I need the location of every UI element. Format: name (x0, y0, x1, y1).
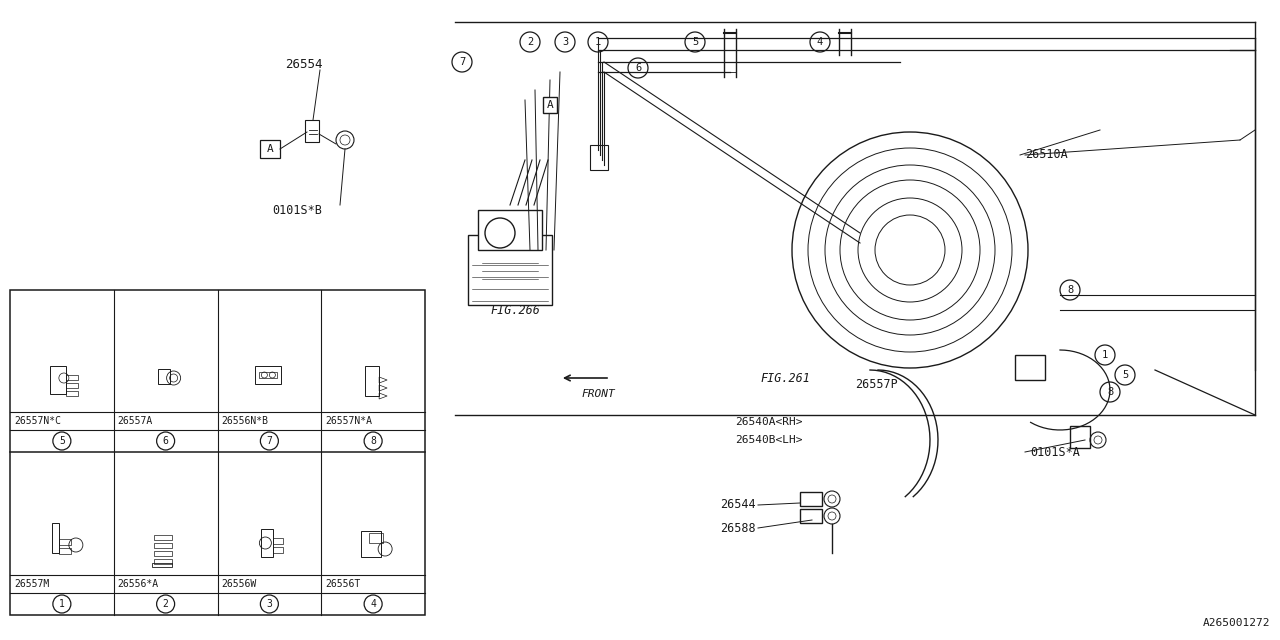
Text: FRONT: FRONT (582, 389, 616, 399)
Text: 2: 2 (527, 37, 534, 47)
Text: 8: 8 (1066, 285, 1073, 295)
Bar (157, 369, 170, 384)
Text: 8: 8 (370, 436, 376, 446)
Bar (260, 372, 278, 378)
Text: 26556N*B: 26556N*B (221, 416, 269, 426)
Bar (154, 535, 172, 540)
Text: A: A (547, 100, 553, 110)
Text: FIG.266: FIG.266 (490, 303, 540, 317)
Text: 5: 5 (59, 436, 65, 446)
Bar (59, 548, 70, 554)
Bar (590, 145, 608, 170)
Bar (10, 290, 425, 615)
Bar (65, 391, 78, 396)
Bar (274, 538, 283, 544)
Text: 7: 7 (458, 57, 465, 67)
Circle shape (485, 218, 515, 248)
Bar (1070, 426, 1091, 448)
Circle shape (840, 180, 980, 320)
Bar (365, 366, 379, 396)
Text: 0101S*A: 0101S*A (1030, 445, 1080, 458)
Text: 26540B<LH>: 26540B<LH> (735, 435, 803, 445)
Bar (361, 531, 381, 557)
Bar (369, 533, 383, 543)
Bar (261, 529, 274, 557)
Text: 5: 5 (1121, 370, 1128, 380)
Text: 3: 3 (266, 599, 273, 609)
Circle shape (826, 165, 995, 335)
Bar (154, 559, 172, 564)
Text: A: A (266, 144, 274, 154)
Bar (260, 140, 280, 158)
Text: 26557P: 26557P (855, 378, 897, 392)
Bar (305, 120, 319, 142)
Text: 26557A: 26557A (118, 416, 154, 426)
Text: 26556W: 26556W (221, 579, 257, 589)
Bar (65, 383, 78, 388)
Bar (154, 543, 172, 548)
Text: 4: 4 (370, 599, 376, 609)
Bar (59, 539, 70, 545)
Text: A265001272: A265001272 (1202, 618, 1270, 628)
Bar (52, 523, 59, 553)
Text: 1: 1 (595, 37, 602, 47)
Text: 1: 1 (1102, 350, 1108, 360)
Text: 26588: 26588 (719, 522, 755, 534)
Text: 26544: 26544 (719, 499, 755, 511)
Bar (274, 547, 283, 553)
Text: 26540A<RH>: 26540A<RH> (735, 417, 803, 427)
Bar (151, 563, 172, 567)
Text: 6: 6 (163, 436, 169, 446)
Text: 7: 7 (266, 436, 273, 446)
Bar (1015, 355, 1044, 380)
Circle shape (870, 174, 899, 202)
Text: 26510A: 26510A (1025, 148, 1068, 161)
Text: 1: 1 (59, 599, 65, 609)
Circle shape (808, 148, 1012, 352)
Text: 6: 6 (635, 63, 641, 73)
Bar (477, 210, 541, 250)
Text: 8: 8 (1107, 387, 1114, 397)
Text: 26554: 26554 (285, 58, 323, 72)
Bar (860, 163, 910, 213)
Text: 5: 5 (692, 37, 698, 47)
Bar (50, 366, 65, 394)
Bar (867, 243, 902, 263)
Bar (800, 492, 822, 506)
Text: 26557N*A: 26557N*A (325, 416, 372, 426)
Bar (800, 509, 822, 523)
Circle shape (876, 215, 945, 285)
Text: 26557M: 26557M (14, 579, 49, 589)
Bar (468, 235, 552, 305)
Text: FIG.261: FIG.261 (760, 371, 810, 385)
Bar (256, 366, 282, 384)
Text: 0101S*B: 0101S*B (273, 204, 321, 216)
Circle shape (858, 198, 963, 302)
Circle shape (881, 183, 890, 193)
Circle shape (792, 132, 1028, 368)
Bar (65, 375, 78, 380)
Text: 2: 2 (163, 599, 169, 609)
Text: 26556*A: 26556*A (118, 579, 159, 589)
Text: 3: 3 (562, 37, 568, 47)
Text: 26557N*C: 26557N*C (14, 416, 61, 426)
Circle shape (876, 179, 893, 197)
Text: 4: 4 (817, 37, 823, 47)
Bar (154, 551, 172, 556)
Text: 26556T: 26556T (325, 579, 361, 589)
